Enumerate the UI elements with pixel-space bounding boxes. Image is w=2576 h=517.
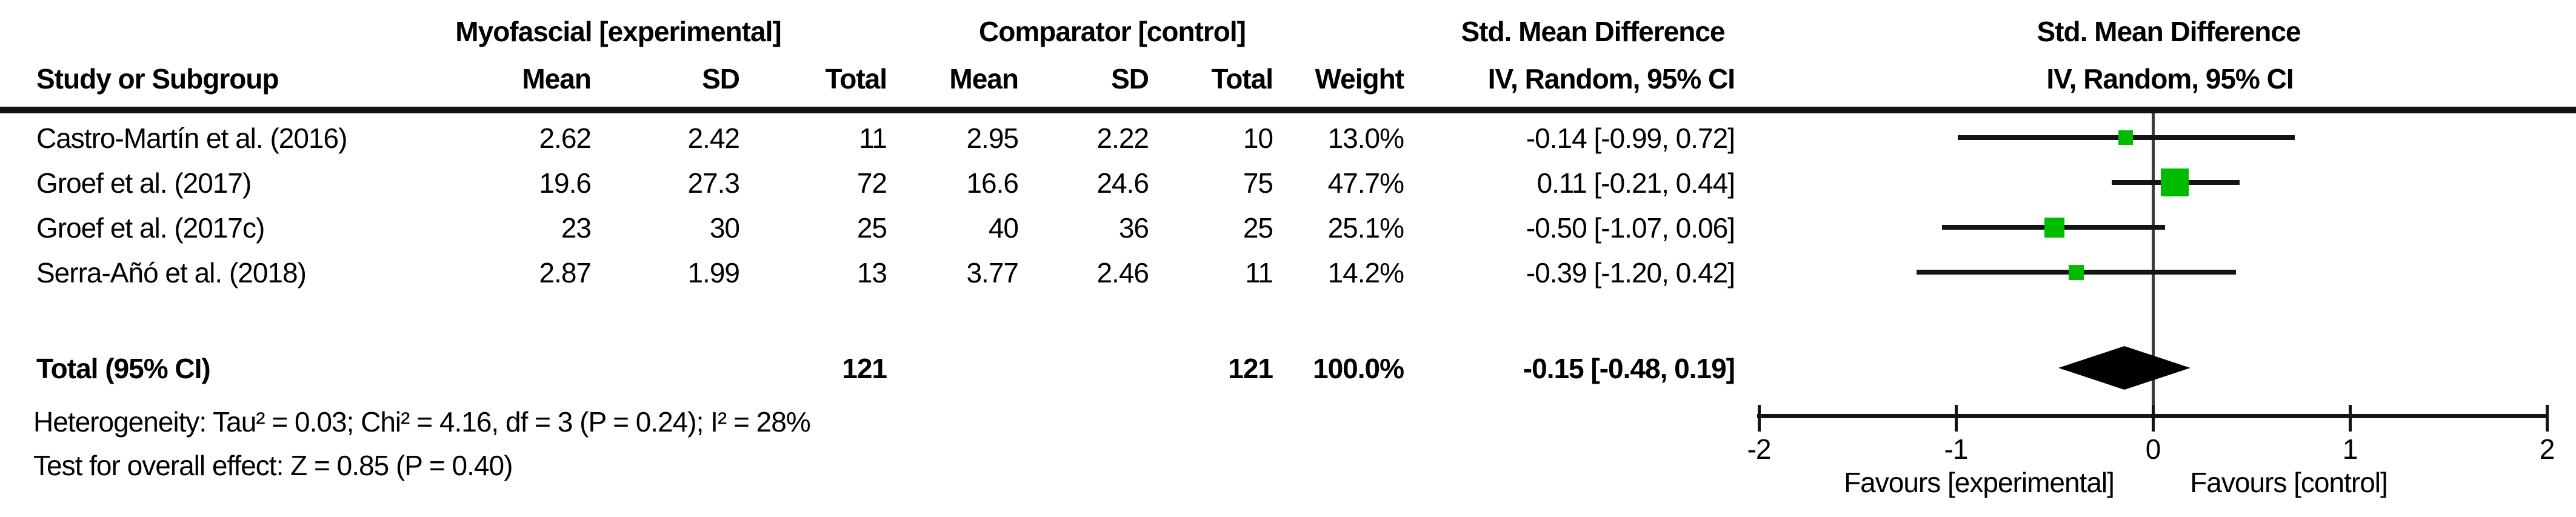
ctl-sd: 2.46 xyxy=(1096,257,1149,289)
total-exp-total: 121 xyxy=(842,353,887,384)
ctl-total: 10 xyxy=(1243,122,1273,154)
exp-total: 25 xyxy=(856,212,887,244)
exp-total: 11 xyxy=(859,122,887,154)
total-label: Total (95% CI) xyxy=(36,353,211,384)
axis-tick xyxy=(2152,405,2155,432)
ci-text: -0.14 [-0.99, 0.72] xyxy=(1526,122,1735,154)
total-ci-text: -0.15 [-0.48, 0.19] xyxy=(1523,353,1735,384)
axis-tick xyxy=(1955,405,1958,432)
exp-sd: 2.42 xyxy=(687,122,740,154)
axis-tick-label: 1 xyxy=(2342,433,2358,465)
favours-control-label: Favours [control] xyxy=(2190,467,2388,498)
ci-text: 0.11 [-0.21, 0.44] xyxy=(1537,167,1735,199)
col-header-total-exp: Total xyxy=(825,63,887,95)
axis-tick-label: -2 xyxy=(1747,433,1772,465)
axis-tick xyxy=(1758,405,1761,432)
col-header-sd-ctl: SD xyxy=(1111,63,1149,95)
ctl-total: 11 xyxy=(1245,257,1273,289)
overall-effect-stats: Test for overall effect: Z = 0.85 (P = 0… xyxy=(33,450,513,481)
total-ctl-total: 121 xyxy=(1228,353,1273,384)
ctl-total: 75 xyxy=(1243,167,1273,199)
axis-tick-label: -1 xyxy=(1944,433,1969,465)
exp-sd: 1.99 xyxy=(687,257,740,289)
ctl-sd: 24.6 xyxy=(1096,167,1149,199)
group-header-control: Comparator [control] xyxy=(979,16,1246,47)
col-header-sd-exp: SD xyxy=(702,63,740,95)
effect-square xyxy=(2118,130,2133,145)
ctl-total: 25 xyxy=(1243,212,1273,244)
exp-mean: 23 xyxy=(561,212,592,244)
exp-mean: 19.6 xyxy=(539,167,592,199)
axis-tick xyxy=(2349,405,2352,432)
column-group-smd-left: Std. Mean Difference xyxy=(1461,16,1726,47)
weight: 14.2% xyxy=(1327,257,1404,289)
exp-total: 72 xyxy=(856,167,887,199)
study-name: Groef et al. (2017) xyxy=(36,167,252,199)
total-weight: 100.0% xyxy=(1312,353,1404,384)
col-header-ci-plot: IV, Random, 95% CI xyxy=(2046,63,2294,95)
effect-square xyxy=(2044,217,2064,238)
ctl-sd: 2.22 xyxy=(1096,122,1149,154)
column-group-smd-right: Std. Mean Difference xyxy=(2037,16,2301,47)
col-header-mean-exp: Mean xyxy=(522,63,592,95)
col-header-total-ctl: Total xyxy=(1211,63,1273,95)
effect-square xyxy=(2160,168,2189,196)
zero-effect-line xyxy=(2152,113,2155,418)
col-header-ci: IV, Random, 95% CI xyxy=(1487,63,1735,95)
study-name: Groef et al. (2017c) xyxy=(36,212,265,244)
col-header-study: Study or Subgroup xyxy=(36,63,279,95)
weight: 13.0% xyxy=(1327,122,1404,154)
axis-tick-label: 0 xyxy=(2145,433,2161,465)
ctl-sd: 36 xyxy=(1118,212,1149,244)
ci-text: -0.39 [-1.20, 0.42] xyxy=(1526,257,1735,289)
favours-experimental-label: Favours [experimental] xyxy=(1844,467,2115,498)
ctl-mean: 16.6 xyxy=(966,167,1019,199)
weight: 47.7% xyxy=(1327,167,1404,199)
study-name: Serra-Añó et al. (2018) xyxy=(36,257,307,289)
ci-text: -0.50 [-1.07, 0.06] xyxy=(1526,212,1735,244)
group-header-experimental: Myofascial [experimental] xyxy=(455,16,781,47)
exp-mean: 2.87 xyxy=(539,257,592,289)
heterogeneity-stats: Heterogeneity: Tau² = 0.03; Chi² = 4.16,… xyxy=(33,406,811,438)
study-name: Castro-Martín et al. (2016) xyxy=(36,122,347,154)
ctl-mean: 40 xyxy=(988,212,1019,244)
weight: 25.1% xyxy=(1327,212,1404,244)
exp-mean: 2.62 xyxy=(539,122,592,154)
header-separator-line xyxy=(0,107,2576,113)
col-header-mean-ctl: Mean xyxy=(949,63,1019,95)
axis-tick-label: 2 xyxy=(2539,433,2555,465)
axis-tick xyxy=(2546,405,2549,432)
ctl-mean: 3.77 xyxy=(966,257,1019,289)
ctl-mean: 2.95 xyxy=(966,122,1019,154)
exp-total: 13 xyxy=(856,257,887,289)
col-header-weight: Weight xyxy=(1315,63,1404,95)
exp-sd: 30 xyxy=(709,212,740,244)
effect-square xyxy=(2068,264,2084,280)
total-diamond xyxy=(2058,346,2191,390)
exp-sd: 27.3 xyxy=(687,167,740,199)
